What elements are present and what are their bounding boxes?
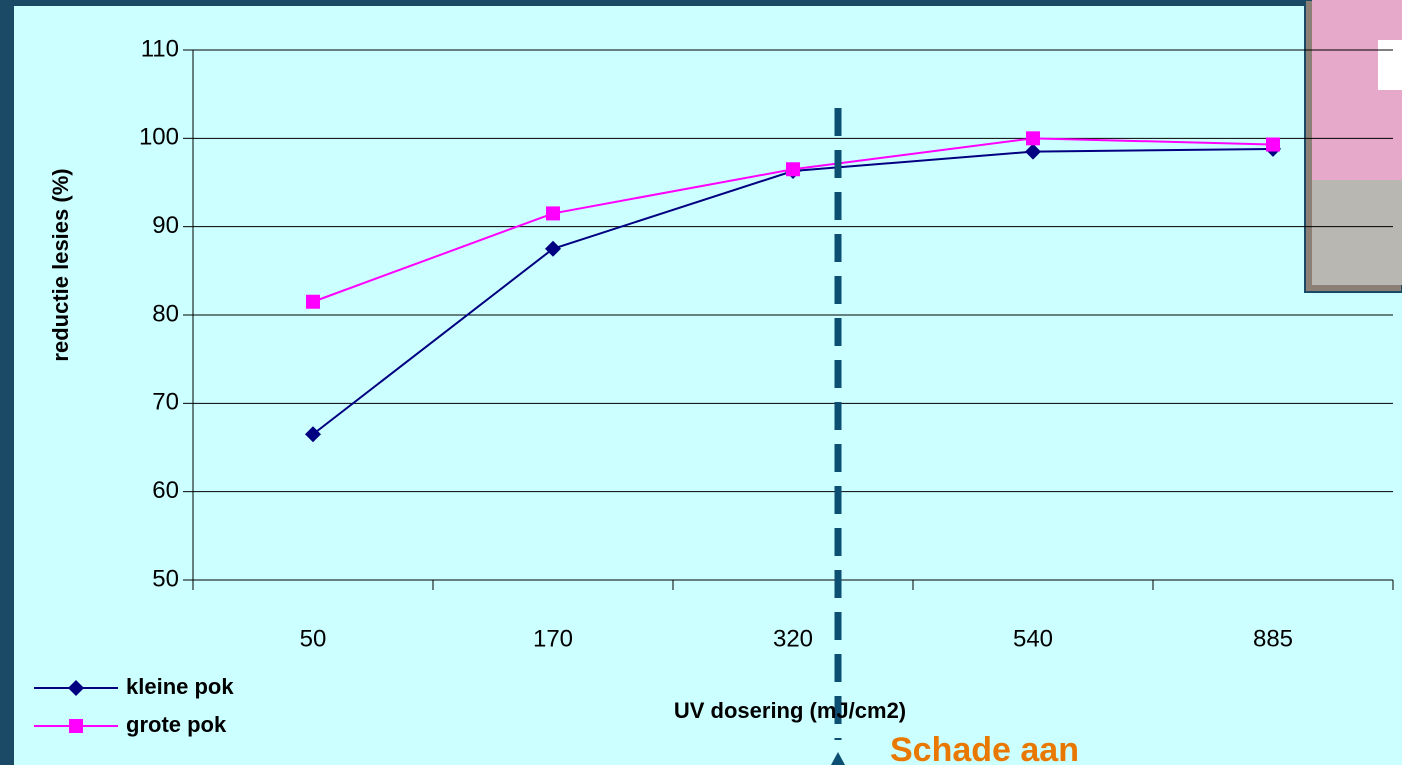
y-axis-label: reductie lesies (%) <box>48 168 73 361</box>
x-tick-label: 885 <box>1253 625 1293 652</box>
chart: 50 60 70 80 90 100 110 50 170 320 540 885 kleine pok… <box>0 0 1402 765</box>
annotation: Schade aan <box>890 731 1079 765</box>
y-tick-label: 70 <box>152 389 179 416</box>
x-tick-label: 320 <box>773 625 813 652</box>
marker <box>1026 131 1040 145</box>
y-tick-label: 80 <box>152 300 179 327</box>
x-axis-label: UV dosering (mJ/cm2) <box>674 698 906 723</box>
x-tick-label: 540 <box>1013 625 1053 652</box>
y-tick-label: 100 <box>139 124 179 151</box>
marker <box>306 295 320 309</box>
y-tick-label: 60 <box>152 477 179 504</box>
photo-card <box>1312 180 1402 285</box>
x-tick-label: 170 <box>533 625 573 652</box>
marker <box>786 162 800 176</box>
legend-label: kleine pok <box>126 674 234 699</box>
chart-background <box>14 6 1402 765</box>
y-tick-label: 110 <box>141 35 179 62</box>
y-tick-label: 90 <box>152 212 179 239</box>
marker <box>546 206 560 220</box>
page: {"chart_data": {"type": "line", "categor… <box>0 0 1402 765</box>
marker <box>1266 138 1280 152</box>
x-tick-label: 50 <box>300 625 327 652</box>
y-tick-label: 50 <box>152 565 179 592</box>
photo-label <box>1378 40 1402 90</box>
marker <box>69 719 83 733</box>
legend-label: grote pok <box>126 712 227 737</box>
